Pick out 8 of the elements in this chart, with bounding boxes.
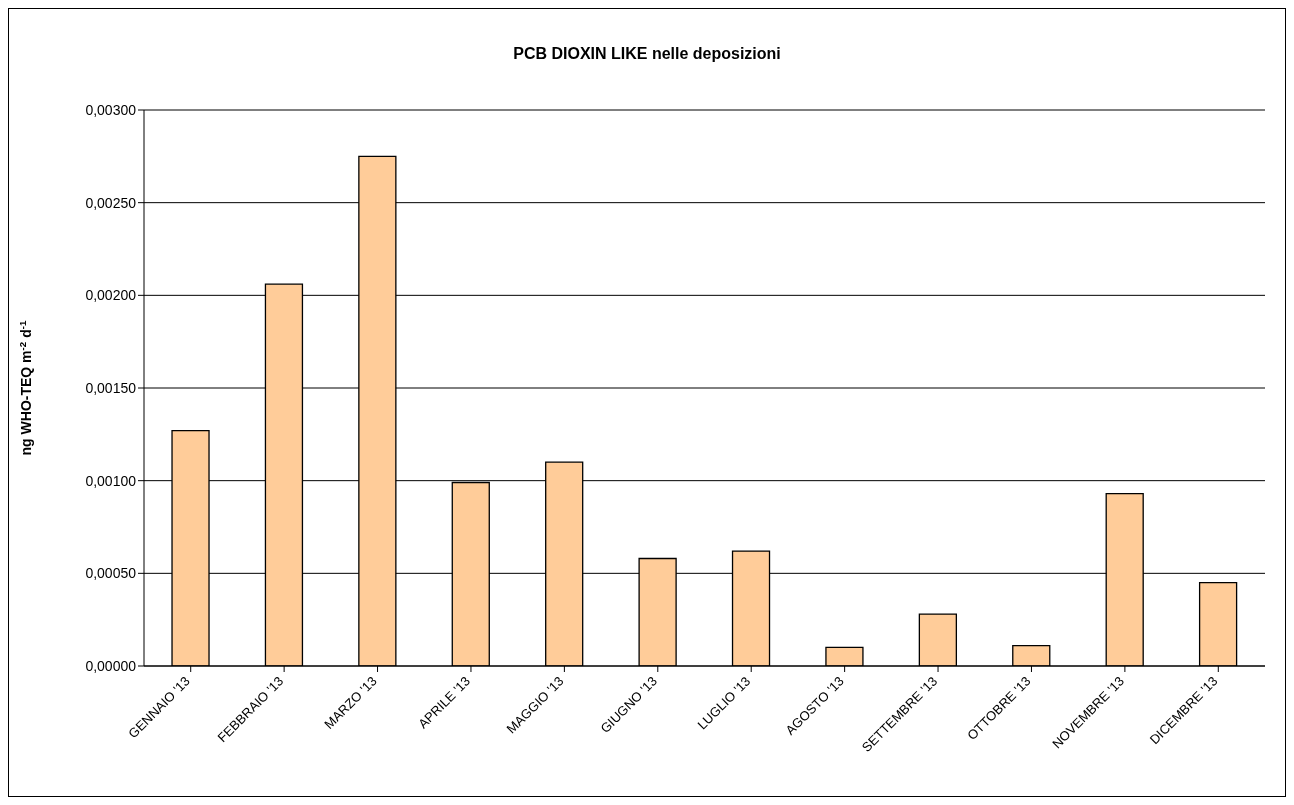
y-tick-label: 0,00300 <box>85 101 137 118</box>
y-tick-label: 0,00100 <box>85 472 137 489</box>
y-tick-label: 0,00150 <box>85 379 137 396</box>
y-tick-label: 0,00000 <box>85 657 137 674</box>
y-tick-label: 0,00250 <box>85 194 137 211</box>
y-tick-label: 0,00050 <box>85 565 137 582</box>
y-tick-label: 0,00200 <box>85 287 137 304</box>
chart-title: PCB DIOXIN LIKE nelle deposizioni <box>512 45 782 63</box>
